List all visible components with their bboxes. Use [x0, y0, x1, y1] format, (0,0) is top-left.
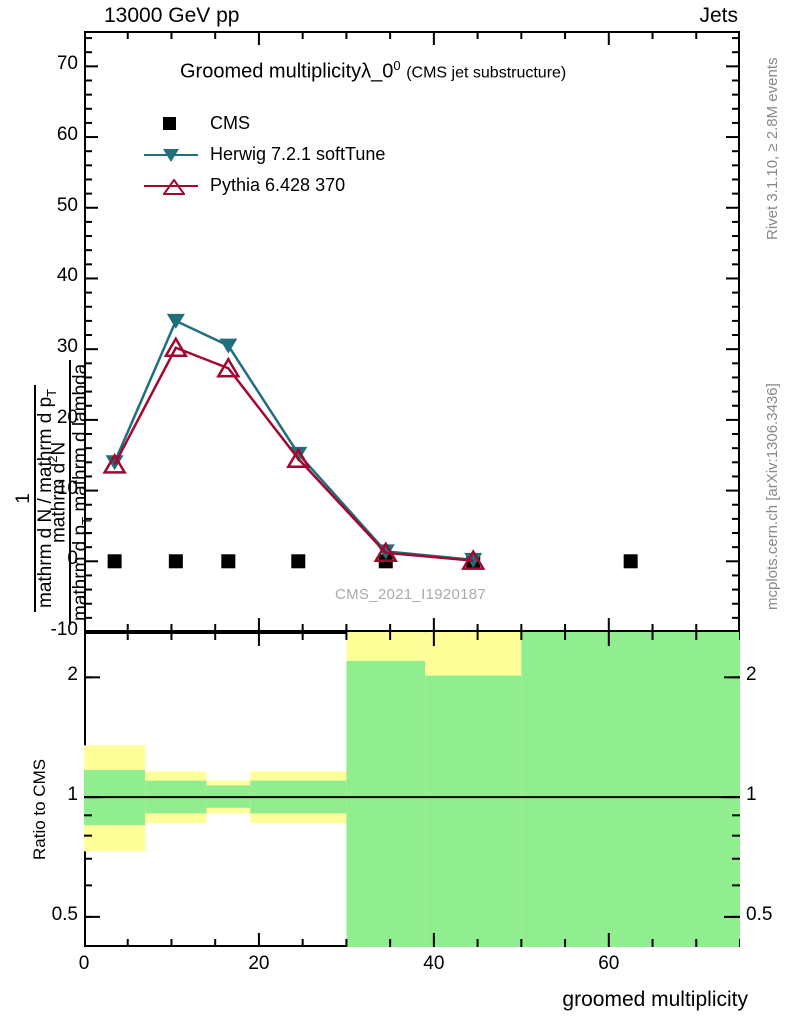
data-marker-triangle-up [102, 452, 127, 474]
data-marker-square [623, 554, 638, 569]
main-y-tick-label: -10 [50, 619, 78, 640]
x-tick-label: 60 [598, 953, 620, 974]
x-tick-label: 20 [248, 953, 270, 974]
legend-triangle-down-marker-icon [163, 149, 179, 162]
main-plot-panel [84, 31, 740, 632]
ratio-y-axis-label: Ratio to CMS [30, 758, 49, 860]
ratio-y-tick-label: 2 [67, 664, 78, 686]
y-axis-inner-numerator-tail: N [48, 441, 70, 456]
data-marker-square [107, 554, 122, 569]
ratio-y-tick-label-right: 0.5 [746, 903, 773, 925]
ratio-axis-ticks [84, 632, 740, 947]
legend-item-pythia-6-428-370[interactable]: Pythia 6.428 370 [140, 170, 385, 201]
y-axis-inner-denominator-sub: T [79, 516, 95, 525]
ratio-y-tick-label-right: 2 [746, 664, 757, 686]
main-y-tick-label: 0 [67, 548, 78, 570]
main-y-tick-label: 50 [56, 194, 78, 216]
y-axis-inner-numerator: mathrm d [48, 462, 70, 544]
main-plot-canvas [84, 31, 740, 632]
legend-symbol [140, 108, 202, 139]
x-tick-label: 40 [423, 953, 445, 974]
legend: CMS Herwig 7.2.1 softTune Pythia 6.428 370 [140, 108, 385, 201]
data-marker-triangle-up [216, 356, 241, 378]
data-marker-triangle-up [163, 336, 189, 358]
legend-item-herwig-7-2-1-softtune[interactable]: Herwig 7.2.1 softTune [140, 139, 385, 170]
series-cms [107, 554, 638, 569]
data-marker-triangle-down [166, 313, 185, 329]
main-axis-ticks [84, 31, 740, 632]
analysis-category-label: Jets [699, 4, 738, 27]
plot-title-main: Groomed multiplicity [180, 60, 362, 83]
main-y-tick-label: 30 [56, 336, 78, 358]
legend-square-marker-icon [163, 117, 176, 130]
ratio-y-tick-label: 1 [67, 784, 78, 806]
ratio-plot-canvas [84, 632, 740, 947]
ratio-uncertainty-bands [84, 632, 740, 947]
data-marker-triangle-up [461, 549, 486, 570]
data-marker-triangle-up [373, 541, 398, 563]
band-green [425, 675, 522, 947]
legend-item-cms[interactable]: CMS [140, 108, 385, 139]
data-marker-triangle-up [286, 447, 311, 469]
band-green [521, 632, 740, 947]
y-axis-inner-denominator: mathrm d p [70, 524, 92, 621]
legend-label: CMS [210, 113, 250, 133]
legend-label: Herwig 7.2.1 softTune [210, 144, 386, 164]
plot-title-lambda: λ_0 [361, 60, 394, 83]
data-marker-triangle-down [289, 446, 308, 462]
data-marker-square [291, 554, 306, 569]
main-y-tick-label: 70 [56, 53, 78, 75]
x-tick-label: 0 [78, 953, 90, 974]
beam-energy-label: 13000 GeV pp [104, 4, 240, 27]
main-y-tick-label: 40 [56, 265, 78, 287]
data-marker-square [221, 554, 236, 569]
main-y-tick-label: 20 [56, 406, 78, 428]
main-data-series [102, 313, 638, 570]
data-marker-square [168, 554, 183, 569]
series-pythia-6-428-370 [102, 336, 486, 570]
source-reference-note: mcplots.cern.ch [arXiv:1306.3436] [764, 383, 781, 610]
series-line [113, 319, 474, 562]
ratio-y-tick-label-right: 1 [746, 784, 757, 806]
series-herwig-7-2-1-softtune [105, 313, 483, 568]
legend-line [144, 185, 198, 187]
y-axis-inner-numerator-sup: 2 [45, 455, 60, 463]
x-axis-title: groomed multiplicity [562, 988, 748, 1011]
legend-symbol [140, 139, 202, 170]
plot-title-superscript: 0 [393, 58, 401, 73]
legend-label: Pythia 6.428 370 [210, 175, 346, 195]
ratio-y-tick-label: 0.5 [51, 903, 78, 925]
plot-title: Groomed multiplicityλ_00 (CMS jet substr… [180, 58, 566, 84]
main-y-tick-label: 10 [56, 477, 78, 499]
band-green [346, 660, 426, 947]
legend-symbol [140, 170, 202, 201]
plot-title-suffix: (CMS jet substructure) [406, 64, 567, 82]
data-marker-triangle-down [219, 338, 238, 354]
series-line [113, 346, 474, 562]
generator-info-note: Rivet 3.1.10, ≥ 2.8M events [764, 57, 781, 241]
main-y-tick-label: 60 [56, 124, 78, 146]
analysis-id-watermark: CMS_2021_I1920187 [335, 586, 487, 603]
